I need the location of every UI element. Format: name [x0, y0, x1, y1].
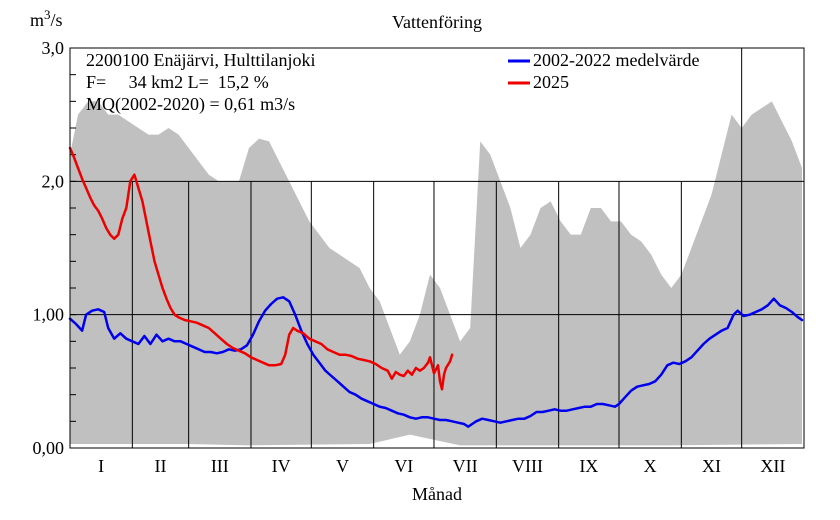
y-axis-unit-label: m3/s: [30, 7, 63, 30]
x-month-label: V: [336, 456, 349, 476]
station-info-line: F= 34 km2 L= 15,2 %: [86, 72, 269, 92]
station-info-line: 2200100 Enäjärvi, Hulttilanjoki: [86, 50, 315, 70]
x-month-label: XI: [702, 456, 721, 476]
series-layer: [68, 146, 804, 428]
minor-ticks: [70, 74, 76, 422]
x-month-label: IX: [579, 456, 598, 476]
y-tick-label: 3,0: [42, 38, 65, 58]
y-tick-label: 0,00: [33, 438, 65, 458]
x-month-label: II: [154, 456, 166, 476]
mean-series-line: [68, 296, 804, 428]
legend-label-mean: 2002-2022 medelvärde: [533, 50, 699, 70]
x-axis-title: Månad: [412, 484, 462, 504]
y-tick-label: 1,00: [33, 305, 65, 325]
x-month-label: I: [98, 456, 104, 476]
x-month-label: VI: [394, 456, 413, 476]
station-info-line: MQ(2002-2020) = 0,61 m3/s: [86, 94, 295, 115]
y-tick-label: 2,0: [42, 171, 65, 191]
x-month-label: VIII: [512, 456, 543, 476]
chart-area: [68, 47, 805, 449]
x-month-label: X: [644, 456, 657, 476]
plot-frame: [69, 47, 805, 449]
x-month-label: VII: [453, 456, 478, 476]
x-axis-month-labels: I II III IV V VI VII VIII IX X XI XII: [98, 456, 785, 476]
y-axis-tick-labels: 0,00 1,00 2,0 3,0: [33, 38, 65, 458]
series-2025-line: [68, 146, 454, 391]
legend: 2002-2022 medelvärde 2025: [508, 50, 699, 92]
x-month-label: IV: [272, 456, 291, 476]
station-info: 2200100 Enäjärvi, Hulttilanjoki F= 34 km…: [86, 50, 315, 115]
chart-title: Vattenföring: [392, 12, 482, 32]
x-month-label: III: [211, 456, 229, 476]
legend-label-2025: 2025: [533, 72, 569, 92]
x-month-label: XII: [760, 456, 785, 476]
